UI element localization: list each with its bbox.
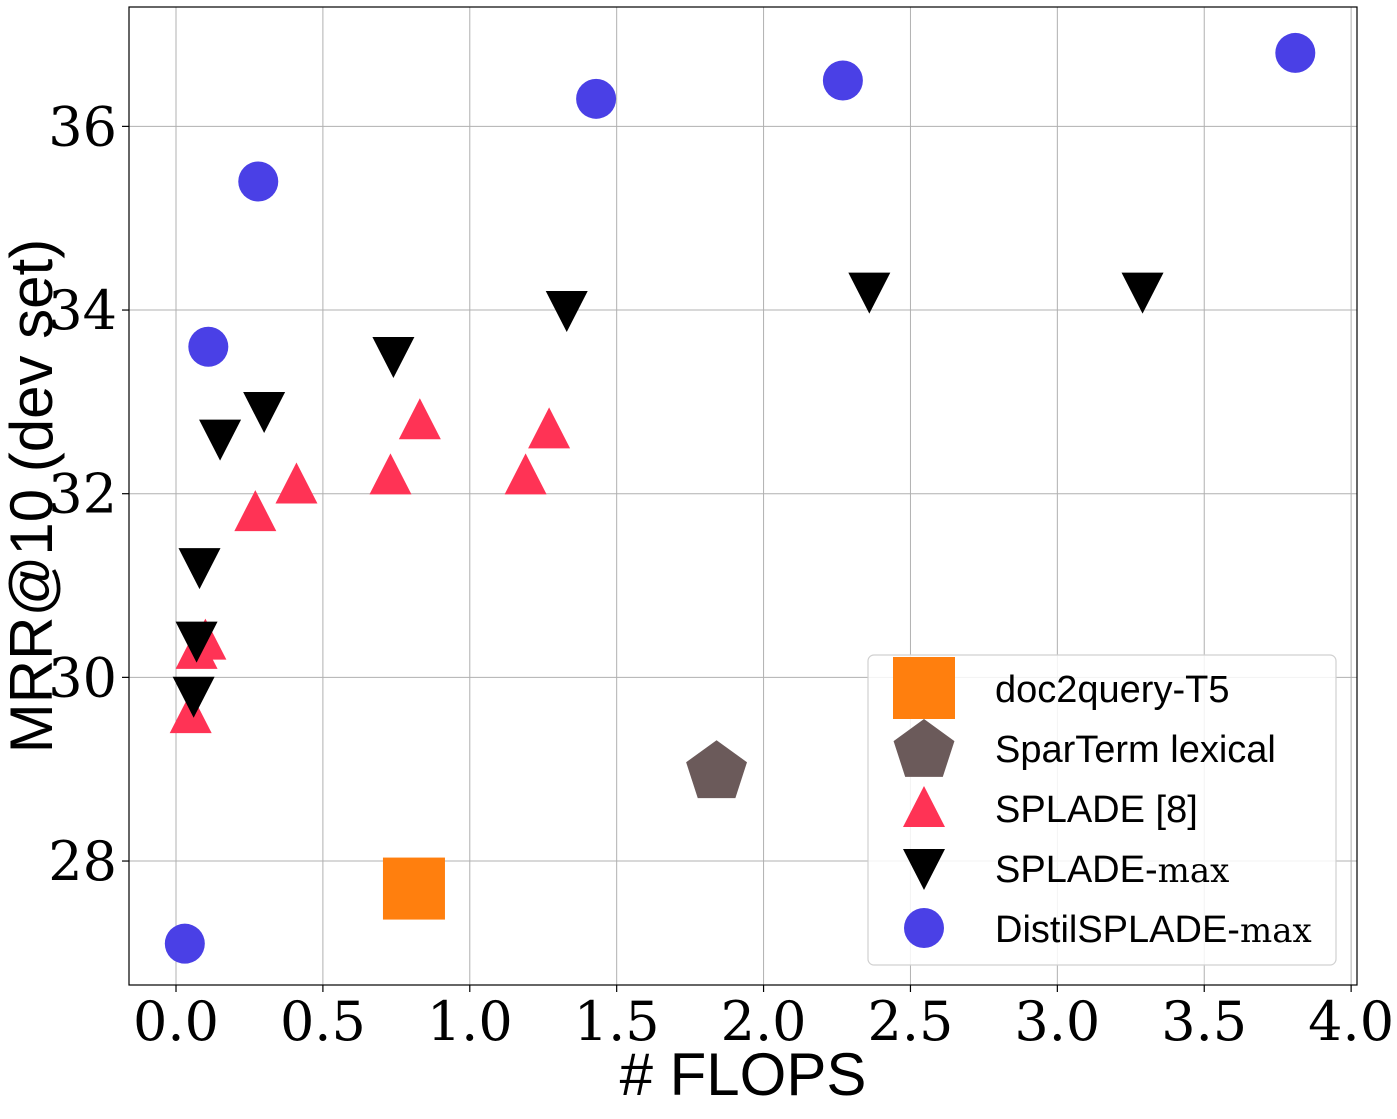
x-tick-label: 4.0 — [1308, 990, 1394, 1053]
legend-marker-triangle-up — [903, 786, 945, 827]
legend-marker-circle — [904, 908, 944, 948]
circle-point — [822, 60, 863, 101]
legend-label: SPLADE-max — [995, 849, 1229, 891]
triangle-down-point — [1121, 272, 1164, 314]
x-tick-label: 1.0 — [427, 990, 513, 1053]
circle-point — [576, 78, 617, 119]
legend-label-main: SPLADE- — [995, 849, 1158, 891]
legend-label: SparTerm lexical — [995, 729, 1276, 771]
legend-label-main: doc2query-T5 — [995, 669, 1229, 711]
triangle-up-point — [398, 398, 441, 440]
plot-frame — [128, 6, 1358, 986]
legend-box — [867, 654, 1337, 966]
legend-label-main: SparTerm lexical — [995, 729, 1276, 771]
legend-label-suffix: max — [1240, 911, 1312, 951]
legend: doc2query-T5 SparTerm lexical SPLADE [8] SP… — [867, 654, 1337, 966]
legend-label: DistilSPLADE-max — [995, 909, 1312, 951]
circle-point — [1275, 32, 1316, 73]
y-tick-label: 34 — [48, 279, 117, 342]
data-points — [164, 32, 1316, 964]
y-tick-label: 36 — [48, 95, 117, 158]
x-tick-label: 1.5 — [574, 990, 660, 1053]
triangle-down-point — [243, 392, 286, 434]
triangle-up-point — [528, 407, 571, 449]
circle-point — [238, 161, 279, 202]
triangle-down-point — [372, 336, 415, 378]
y-tick-label: 30 — [48, 646, 117, 709]
y-axis-title: MRR@10 (dev set) — [0, 239, 65, 753]
x-tick-label: 2.5 — [868, 990, 954, 1053]
square-point — [382, 857, 445, 920]
legend-label-main: SPLADE [8] — [995, 789, 1198, 831]
circle-point — [188, 326, 229, 367]
circle-point — [164, 923, 205, 964]
legend-label-main: DistilSPLADE- — [995, 909, 1240, 951]
legend-label: doc2query-T5 — [995, 669, 1229, 711]
x-tick-label: 3.5 — [1161, 990, 1247, 1053]
x-tick-label: 0.5 — [280, 990, 366, 1053]
legend-marker-triangle-down — [903, 849, 945, 890]
x-tick-label: 3.0 — [1014, 990, 1100, 1053]
triangle-up-point — [275, 462, 318, 504]
triangle-down-point — [175, 621, 218, 663]
triangle-up-point — [504, 453, 547, 495]
triangle-down-point — [172, 676, 215, 718]
x-axis-title: # FLOPS — [620, 1041, 867, 1108]
triangle-down-point — [848, 272, 891, 314]
triangle-up-point — [169, 692, 212, 734]
triangle-down-point — [545, 291, 588, 333]
x-tick-label: 0.0 — [133, 990, 219, 1053]
pentagon-point — [686, 740, 747, 799]
y-tick-label: 28 — [48, 830, 117, 893]
legend-label: SPLADE [8] — [995, 789, 1198, 831]
x-tick-label: 2.0 — [721, 990, 807, 1053]
triangle-up-point — [234, 490, 277, 532]
legend-label-suffix: max — [1158, 851, 1230, 891]
triangle-down-point — [199, 419, 242, 461]
triangle-up-point — [369, 453, 412, 495]
triangle-down-point — [178, 548, 221, 590]
axis-ticks: 0.0 0.5 1.0 1.5 2.0 2.5 3.0 3.5 4.0 28 30 32 34 36 — [48, 95, 1394, 1053]
legend-marker-pentagon — [893, 719, 955, 777]
y-tick-label: 32 — [48, 463, 117, 526]
legend-marker-square — [893, 657, 955, 719]
